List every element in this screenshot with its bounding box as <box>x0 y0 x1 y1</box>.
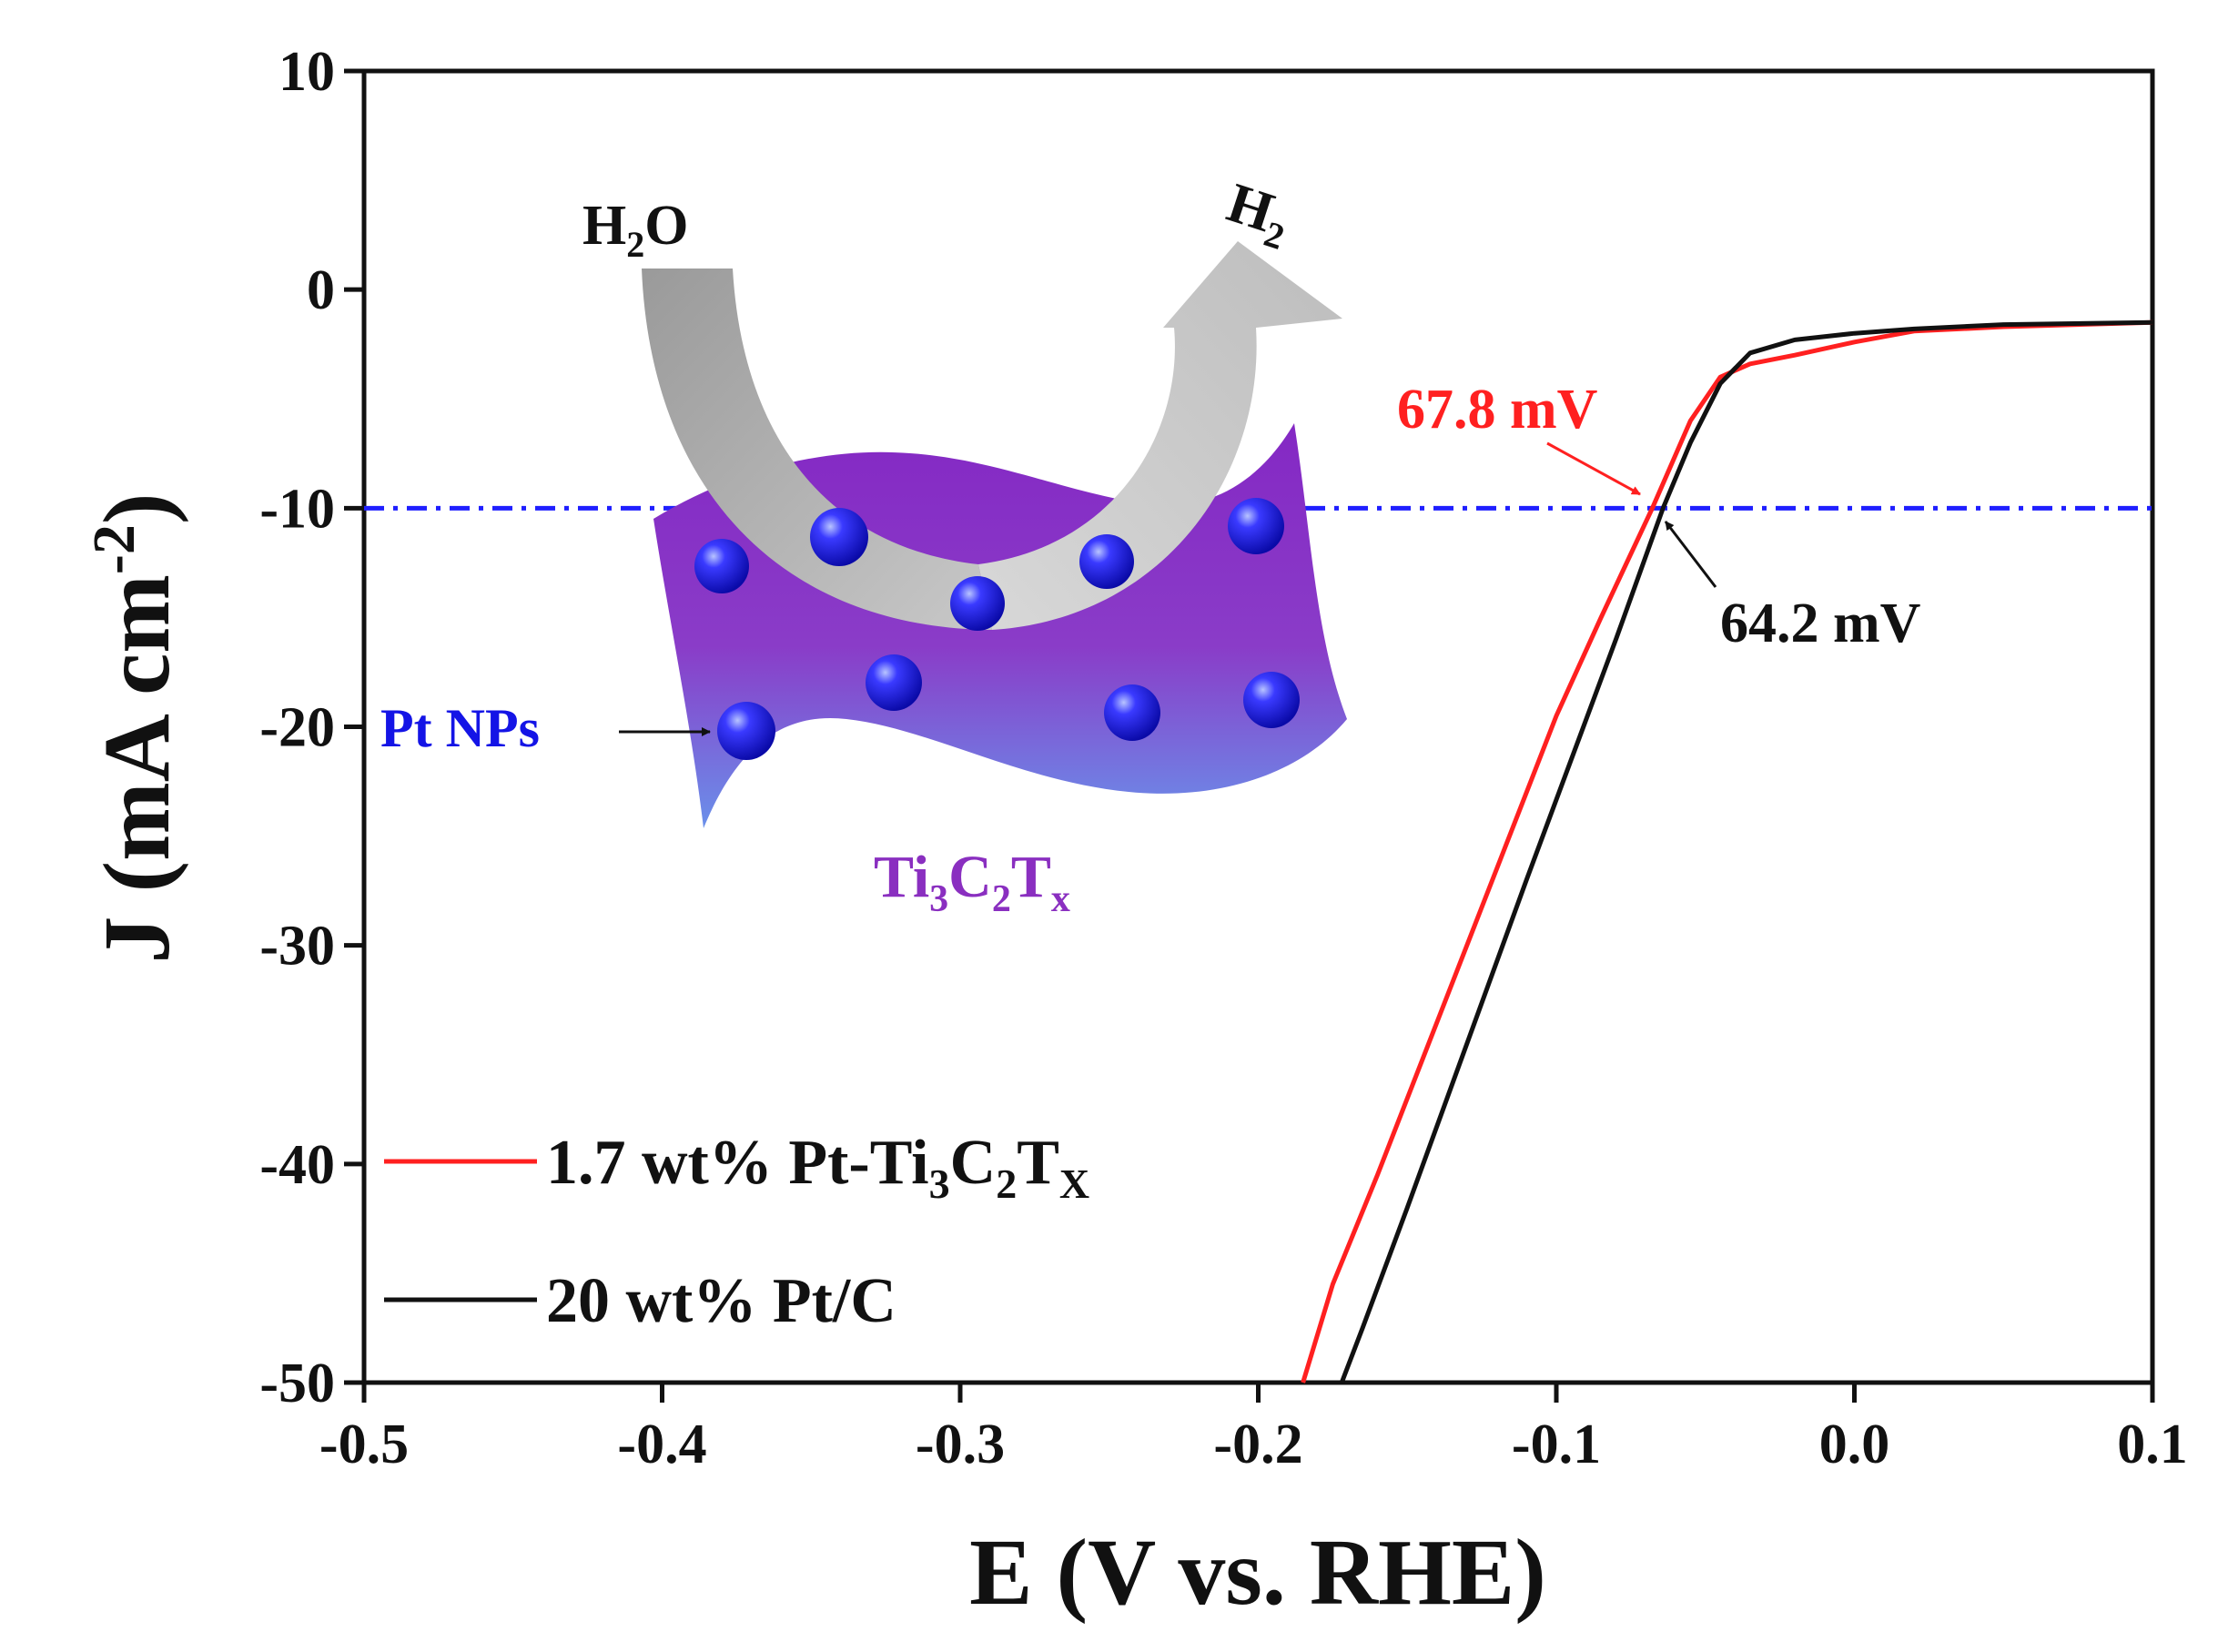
y-tick-label: 10 <box>278 41 335 103</box>
annotation-pt-c-overpotential: 64.2 mV <box>1720 593 1921 654</box>
x-tick-label: 0.0 <box>1819 1414 1890 1475</box>
annotation-pointer-red <box>1546 441 1641 496</box>
x-tick-label: -0.1 <box>1512 1414 1601 1475</box>
y-tick-label: 0 <box>307 259 335 321</box>
inset-np-label: Pt NPs <box>380 698 540 758</box>
y-tick-label: -20 <box>259 697 335 759</box>
inset-product-label: H2 <box>1218 172 1299 258</box>
inset-illustration: H2O H2 Pt NPs Ti3C2Tx <box>380 172 1347 920</box>
y-tick-label: -50 <box>259 1353 335 1414</box>
pt-nanoparticle <box>1228 498 1284 554</box>
y-axis-title: J (mA cm-2) <box>81 492 189 963</box>
annotation-pointer-black <box>1664 521 1717 588</box>
pt-nanoparticle <box>810 508 868 566</box>
x-tick-label: -0.3 <box>916 1414 1005 1475</box>
y-tick-label: -40 <box>259 1134 335 1196</box>
pt-nanoparticle <box>1104 684 1160 741</box>
annotation-pt-ti3c2tx-overpotential: 67.8 mV <box>1397 379 1598 441</box>
pt-nanoparticle <box>1243 672 1300 728</box>
h2-outflow-arrow <box>978 241 1342 630</box>
inset-support-label: Ti3C2Tx <box>874 844 1070 920</box>
inset-reactant-label: H2O <box>582 195 688 265</box>
legend-label-pt-ti3c2tx: 1.7 wt% Pt-Ti3C2TX <box>546 1128 1089 1207</box>
y-axis-ticks: 10 0 -10 -20 -30 -40 -50 <box>259 41 364 1414</box>
pt-nanoparticle <box>1079 534 1134 589</box>
pt-nanoparticle <box>694 539 749 593</box>
x-tick-label: -0.2 <box>1213 1414 1302 1475</box>
pt-nanoparticles <box>694 498 1300 760</box>
series-line-pt-ti3c2tx <box>1301 319 2153 1383</box>
h2o-inflow-arrow <box>642 269 992 630</box>
y-tick-label: -10 <box>259 478 335 540</box>
x-axis-ticks: -0.5 -0.4 -0.3 -0.2 -0.1 0.0 0.1 <box>319 1383 2188 1475</box>
x-tick-label: -0.4 <box>617 1414 706 1475</box>
pt-nanoparticle <box>950 576 1005 631</box>
x-axis-title: E (V vs. RHE) <box>969 1520 1546 1625</box>
legend: 1.7 wt% Pt-Ti3C2TX 20 wt% Pt/C <box>384 1128 1089 1336</box>
y-tick-label: -30 <box>259 916 335 978</box>
x-tick-label: -0.5 <box>319 1414 409 1475</box>
legend-label-pt-c: 20 wt% Pt/C <box>546 1266 896 1336</box>
pt-nanoparticle <box>717 702 775 760</box>
series-line-pt-c <box>1339 319 2153 1383</box>
x-tick-label: 0.1 <box>2117 1414 2188 1475</box>
pt-nanoparticle <box>866 654 922 711</box>
